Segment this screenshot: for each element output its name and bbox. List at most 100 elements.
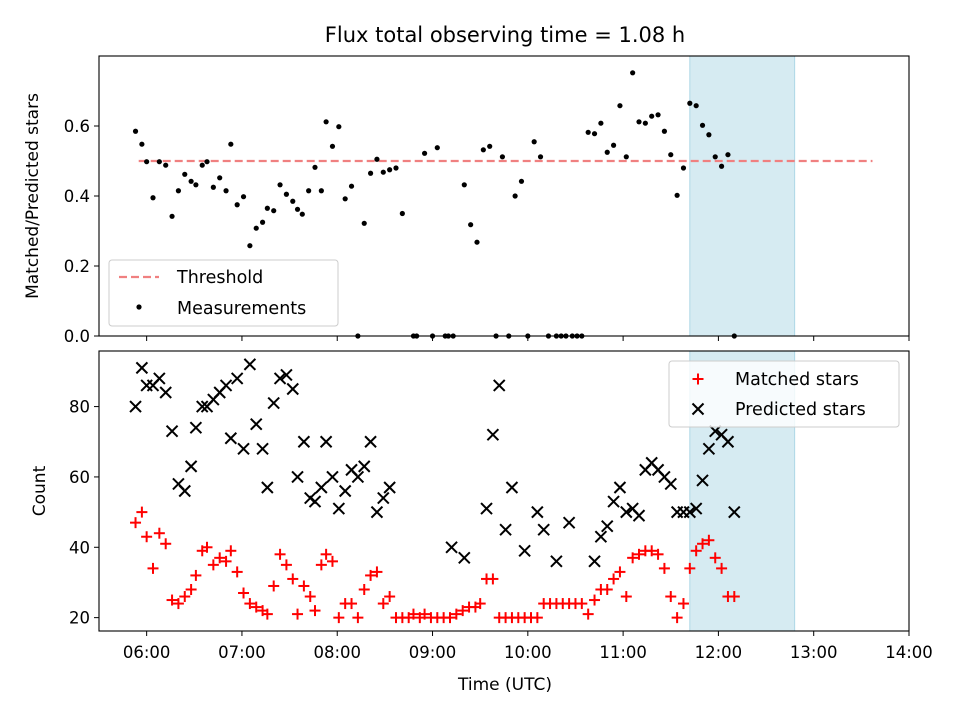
legend-matched-swatch [692, 373, 704, 385]
predicted-point [480, 502, 493, 515]
predicted-point [550, 555, 563, 568]
matched-point [633, 548, 645, 560]
measurement-point [264, 205, 270, 211]
matched-point [582, 608, 594, 620]
matched-point [333, 612, 345, 624]
measurement-point [210, 184, 216, 190]
matched-point [326, 555, 338, 567]
predicted-point [696, 474, 709, 487]
measurement-point [240, 194, 247, 200]
chart-title: Flux total observing time = 1.08 h [325, 23, 685, 47]
bottom-xticks: 06:00 07:00 08:00 09:00 10:00 11:00 12:00 13:00… [123, 631, 933, 662]
matched-point [280, 559, 292, 571]
matched-point [352, 612, 364, 624]
matched-point [457, 605, 469, 617]
matched-point [166, 594, 178, 606]
predicted-point [326, 470, 339, 484]
top-ytick-label: 0.6 [64, 117, 90, 136]
measurement-point [474, 239, 480, 245]
predicted-point [613, 481, 627, 494]
measurement-point [461, 182, 467, 188]
top-ytick-label: 0.0 [64, 327, 90, 346]
measurement-point [499, 154, 506, 160]
predicted-point [153, 372, 166, 385]
predicted-point [196, 400, 209, 413]
matched-point [450, 608, 462, 620]
matched-point [141, 531, 153, 543]
matched-point [130, 517, 142, 529]
measurement-point [487, 143, 493, 149]
measurement-point [290, 198, 296, 204]
measurement-point [169, 213, 175, 219]
predicted-point [518, 544, 531, 558]
matched-point [384, 591, 396, 603]
matched-point [576, 598, 588, 610]
bottom-ylabel: Count [30, 465, 50, 516]
measurement-point [687, 100, 693, 106]
matched-point [244, 598, 256, 610]
bottom-ytick-label: 40 [69, 538, 90, 557]
predicted-point [601, 519, 614, 533]
legend-predicted-label: Predicted stars [735, 400, 866, 420]
measurement-point [283, 191, 290, 197]
top-xtick-marks [146, 336, 910, 341]
measurement-point [150, 195, 156, 201]
matched-point [474, 598, 486, 610]
matched-point [371, 566, 383, 578]
measurement-point [699, 122, 706, 128]
matched-point [172, 598, 184, 610]
measurement-point [718, 163, 725, 169]
legend-threshold-label: Threshold [176, 268, 263, 288]
bottom-legend-box [668, 360, 900, 428]
predicted-point [237, 442, 250, 455]
matched-point [728, 591, 740, 603]
xtick-label: 11:00 [599, 643, 647, 662]
measurement-point [387, 167, 393, 173]
matched-point [658, 562, 670, 574]
measurement-point [277, 182, 283, 188]
matched-point [614, 566, 626, 578]
measurement-point [323, 119, 329, 125]
measurement-point [182, 171, 188, 177]
measurement-point [348, 183, 355, 189]
measurement-point [380, 169, 386, 175]
predicted-point [291, 470, 304, 484]
predicted-point [588, 555, 601, 568]
measurement-point [531, 139, 537, 145]
bottom-points-layer [129, 358, 741, 624]
measurement-point [318, 188, 324, 194]
measurement-point [234, 202, 240, 208]
matched-point [238, 587, 250, 599]
predicted-point [280, 368, 293, 382]
measurement-point [253, 225, 259, 231]
matched-point [315, 559, 327, 571]
top-yticks: 0.0 0.2 0.4 0.6 [64, 117, 99, 346]
matched-point [444, 612, 456, 624]
measurement-point [299, 211, 305, 217]
matched-point [304, 591, 316, 603]
measurement-point [480, 147, 486, 153]
matched-point [298, 580, 310, 592]
predicted-point [351, 470, 365, 484]
measurement-point [163, 162, 169, 168]
measurement-point [367, 170, 374, 176]
measurement-point [193, 182, 199, 188]
measurement-point [668, 152, 674, 158]
measurement-point [139, 141, 145, 147]
measurement-point [468, 222, 474, 228]
measurement-point [156, 159, 162, 165]
xtick-label: 12:00 [695, 643, 743, 662]
predicted-point [261, 481, 274, 494]
matched-point [274, 548, 286, 560]
legend-measurements-swatch [136, 304, 142, 310]
matched-point [201, 541, 213, 553]
matched-point [214, 552, 226, 564]
xtick-label: 10:00 [504, 643, 552, 662]
bottom-ytick-label: 80 [69, 398, 90, 417]
matched-point [231, 566, 243, 578]
predicted-point [537, 523, 550, 536]
predicted-point [243, 358, 257, 371]
bottom-panel: 06:00 07:00 08:00 09:00 10:00 11:00 12:00 13:00… [30, 350, 933, 695]
predicted-point [458, 551, 471, 565]
